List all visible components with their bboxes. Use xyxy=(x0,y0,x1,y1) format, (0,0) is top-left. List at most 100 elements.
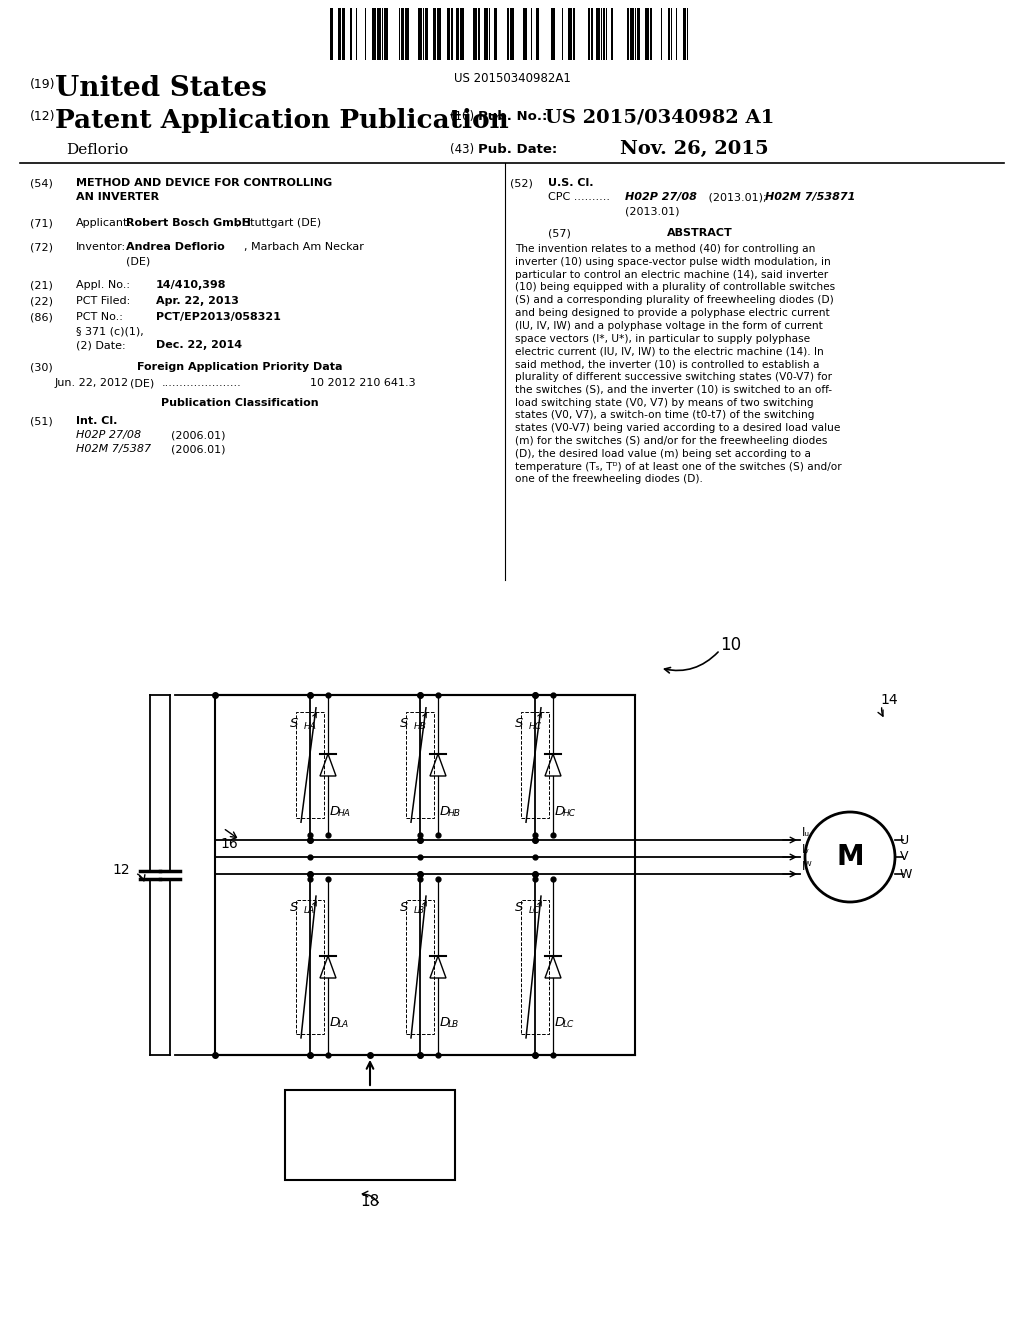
Text: (22): (22) xyxy=(30,296,53,306)
Text: 14: 14 xyxy=(880,693,898,708)
Bar xyxy=(478,8,480,59)
Text: Dec. 22, 2014: Dec. 22, 2014 xyxy=(156,341,242,350)
Text: U.S. Cl.: U.S. Cl. xyxy=(548,178,594,187)
Text: (19): (19) xyxy=(30,78,55,91)
Text: H02M 7/5387: H02M 7/5387 xyxy=(76,444,152,454)
Text: PCT Filed:: PCT Filed: xyxy=(76,296,130,306)
Text: (51): (51) xyxy=(30,416,53,426)
Bar xyxy=(296,900,324,1034)
Text: D: D xyxy=(440,805,451,818)
Bar xyxy=(521,711,549,818)
Text: US 2015/0340982 A1: US 2015/0340982 A1 xyxy=(545,108,774,125)
Text: D: D xyxy=(330,805,340,818)
Bar xyxy=(630,8,634,59)
Bar xyxy=(650,8,652,59)
Text: H02P 27/08: H02P 27/08 xyxy=(625,191,697,202)
Bar xyxy=(451,8,453,59)
Bar xyxy=(418,8,422,59)
Text: ABSTRACT: ABSTRACT xyxy=(667,228,733,238)
Text: PCT/EP2013/058321: PCT/EP2013/058321 xyxy=(156,312,281,322)
Bar xyxy=(507,8,509,59)
Text: (2013.01);: (2013.01); xyxy=(705,191,770,202)
Text: HA: HA xyxy=(338,809,351,818)
Text: (DE): (DE) xyxy=(130,378,155,388)
Text: Patent Application Publication: Patent Application Publication xyxy=(55,108,509,133)
Text: LB: LB xyxy=(449,1020,459,1030)
Text: S: S xyxy=(290,902,298,913)
Bar xyxy=(568,8,572,59)
Bar xyxy=(473,8,477,59)
Bar xyxy=(296,711,324,818)
Text: (52): (52) xyxy=(510,178,532,187)
Text: D: D xyxy=(555,1016,565,1030)
Text: § 371 (c)(1),: § 371 (c)(1), xyxy=(76,326,143,337)
Text: LC: LC xyxy=(563,1020,574,1030)
Text: (71): (71) xyxy=(30,218,53,228)
Bar xyxy=(668,8,670,59)
Bar xyxy=(406,711,434,818)
Text: United States: United States xyxy=(55,75,267,102)
Text: PCT No.:: PCT No.: xyxy=(76,312,123,322)
Text: (57): (57) xyxy=(548,228,570,238)
Text: W: W xyxy=(900,867,912,880)
Bar xyxy=(377,8,381,59)
Text: (2006.01): (2006.01) xyxy=(171,430,225,440)
Bar xyxy=(645,8,649,59)
Bar xyxy=(611,8,613,59)
Bar xyxy=(551,8,555,59)
Bar xyxy=(573,8,575,59)
Text: Pub. Date:: Pub. Date: xyxy=(478,143,557,156)
Text: 10: 10 xyxy=(720,636,741,653)
Text: (2) Date:: (2) Date: xyxy=(76,341,126,350)
Bar xyxy=(285,1090,455,1180)
Bar xyxy=(447,8,450,59)
Text: 18: 18 xyxy=(360,1195,380,1209)
Text: Nov. 26, 2015: Nov. 26, 2015 xyxy=(620,140,769,158)
Bar xyxy=(596,8,600,59)
Bar xyxy=(683,8,686,59)
Text: , Stuttgart (DE): , Stuttgart (DE) xyxy=(236,218,322,228)
Text: D: D xyxy=(330,1016,340,1030)
Bar xyxy=(384,8,388,59)
Text: Iᵤ: Iᵤ xyxy=(802,826,810,840)
Text: V: V xyxy=(900,850,908,863)
Text: LA: LA xyxy=(304,906,315,915)
Text: The invention relates to a method (40) for controlling an
inverter (10) using sp: The invention relates to a method (40) f… xyxy=(515,244,842,484)
Bar xyxy=(456,8,459,59)
Bar xyxy=(603,8,605,59)
Text: HB: HB xyxy=(414,722,427,731)
Text: (12): (12) xyxy=(30,110,55,123)
Text: (30): (30) xyxy=(30,362,53,372)
Text: M: M xyxy=(837,843,864,871)
Text: (DE): (DE) xyxy=(126,256,151,267)
Bar xyxy=(521,900,549,1034)
Text: D: D xyxy=(555,805,565,818)
Text: Applicant:: Applicant: xyxy=(76,218,132,228)
Text: Deflorio: Deflorio xyxy=(66,143,128,157)
Text: 16: 16 xyxy=(220,837,238,851)
Text: HB: HB xyxy=(449,809,461,818)
Text: Foreign Application Priority Data: Foreign Application Priority Data xyxy=(137,362,343,372)
Bar xyxy=(350,8,352,59)
Text: Robert Bosch GmbH: Robert Bosch GmbH xyxy=(126,218,251,228)
Text: Int. Cl.: Int. Cl. xyxy=(76,416,118,426)
Text: U: U xyxy=(900,833,909,846)
Bar xyxy=(536,8,539,59)
Text: Iᵂ: Iᵂ xyxy=(802,861,813,873)
Text: Pub. No.:: Pub. No.: xyxy=(478,110,548,123)
Text: 14/410,398: 14/410,398 xyxy=(156,280,226,290)
Bar xyxy=(588,8,590,59)
Text: S: S xyxy=(290,717,298,730)
Text: Jun. 22, 2012: Jun. 22, 2012 xyxy=(55,378,129,388)
Text: CPC ..........: CPC .......... xyxy=(548,191,610,202)
Text: Inventor:: Inventor: xyxy=(76,242,126,252)
Text: HA: HA xyxy=(304,722,316,731)
Bar xyxy=(342,8,345,59)
Text: METHOD AND DEVICE FOR CONTROLLING: METHOD AND DEVICE FOR CONTROLLING xyxy=(76,178,332,187)
Bar xyxy=(637,8,640,59)
Bar xyxy=(510,8,514,59)
Bar xyxy=(437,8,441,59)
Text: (72): (72) xyxy=(30,242,53,252)
Text: S: S xyxy=(399,717,409,730)
Bar xyxy=(330,8,333,59)
